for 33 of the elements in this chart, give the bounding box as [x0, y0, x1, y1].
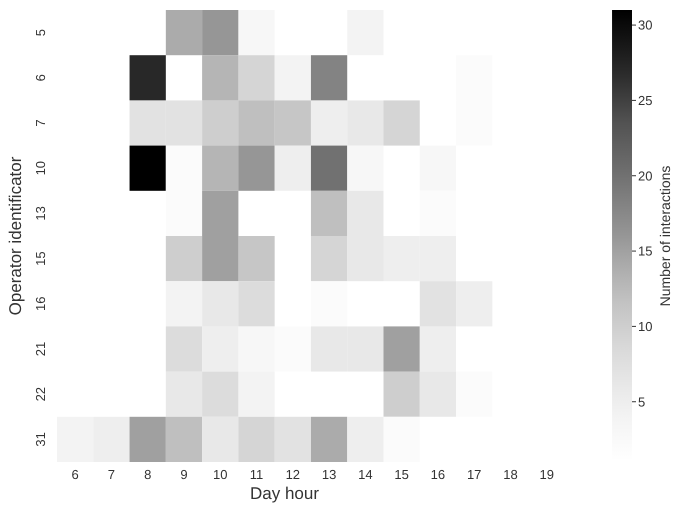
y-tick-label: 15: [33, 251, 48, 266]
y-tick-label: 22: [33, 386, 48, 402]
y-tick-label: 7: [33, 119, 48, 127]
y-axis-title: Operator identificator: [6, 156, 26, 316]
x-tick-label: 13: [322, 467, 336, 482]
x-tick-label: 7: [108, 467, 116, 482]
y-tick-label: 10: [33, 160, 48, 176]
color-bar-label: 15: [638, 244, 652, 259]
color-bar-label: 25: [638, 93, 652, 108]
x-tick-label: 12: [286, 467, 300, 482]
x-tick-label: 16: [430, 467, 446, 482]
color-bar-title: Number of interactions: [656, 166, 673, 306]
x-tick-label: 10: [213, 467, 228, 482]
y-tick-label: 6: [33, 74, 48, 82]
y-tick-label: 21: [33, 342, 48, 356]
y-tick-label: 31: [33, 432, 48, 447]
y-tick-label: 13: [33, 206, 48, 221]
x-tick-label: 17: [466, 467, 482, 482]
x-tick-label: 11: [250, 467, 264, 482]
color-bar-label: 20: [638, 168, 652, 184]
x-tick-label: 14: [358, 467, 373, 482]
color-bar-label: 10: [638, 319, 652, 334]
x-tick-label: 6: [72, 467, 79, 482]
x-tick-label: 8: [144, 467, 152, 482]
x-axis-title: Day hour: [250, 484, 320, 503]
x-tick-label: 18: [503, 467, 518, 482]
x-tick-label: 15: [394, 467, 409, 482]
color-bar-label: 30: [638, 18, 652, 33]
y-tick-label: 5: [33, 28, 48, 36]
y-tick-label: 16: [33, 296, 48, 312]
x-tick-label: 9: [180, 467, 188, 482]
color-bar-label: 5: [638, 394, 646, 410]
x-tick-label: 19: [540, 467, 554, 482]
